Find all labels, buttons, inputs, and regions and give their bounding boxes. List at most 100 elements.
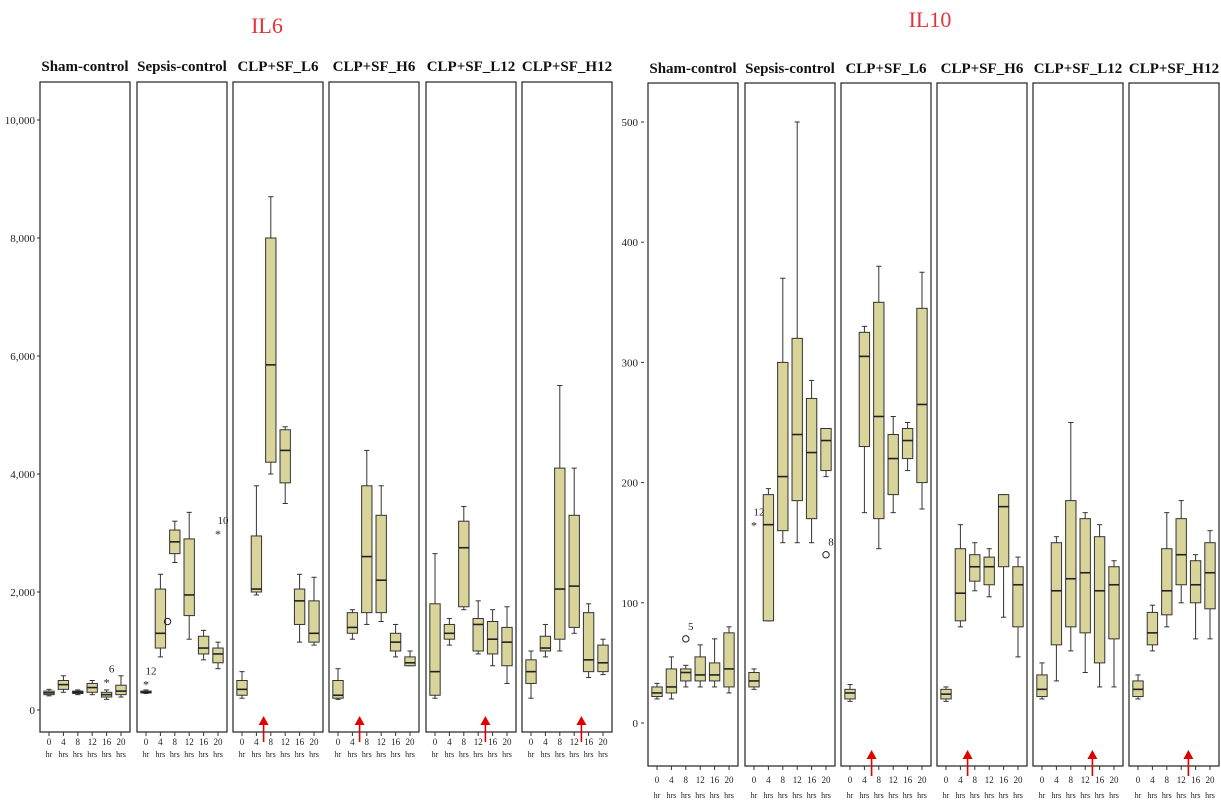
il10-xtick-number: 0 <box>1136 775 1141 785</box>
il10-xtick-number: 16 <box>1095 775 1105 785</box>
il10-box <box>969 542 981 592</box>
il10-xtick-unit: hr <box>751 791 758 800</box>
il6-xtick-unit: hrs <box>266 750 276 759</box>
il6-xtick-unit: hrs <box>391 750 401 759</box>
il6-box <box>140 689 152 694</box>
il6-xtick-unit: hrs <box>73 750 83 759</box>
il10-xtick-number: 12 <box>793 775 802 785</box>
box-iqr <box>983 556 995 586</box>
il10-panel-frame <box>1128 82 1220 767</box>
il6-xtick-number: 16 <box>295 737 305 747</box>
il10-xtick-unit: hrs <box>821 791 831 800</box>
il10-xtick-unit: hrs <box>778 791 788 800</box>
il6-outlier-circle <box>163 617 172 626</box>
il10-panel: CLP+SF_H12 0 hr 4 hrs 8 hrs 12 hrs 16 hrs 20 hrs <box>1128 61 1220 800</box>
il10-xtick-unit: hrs <box>970 791 980 800</box>
il6-ytick-label: 10,000 <box>5 115 36 127</box>
il10-panel-title: Sepsis-control <box>745 61 835 77</box>
il6-box <box>389 623 402 658</box>
il10-box <box>680 664 692 688</box>
il10-box <box>665 656 678 700</box>
il6-treatment-arrow-head <box>354 716 365 725</box>
il6-outlier-star: * <box>215 527 221 541</box>
box-iqr <box>1093 536 1106 664</box>
box-iqr <box>1065 500 1077 628</box>
il6-box <box>404 650 416 667</box>
il10-xtick-number: 20 <box>1110 775 1120 785</box>
il6-xtick-number: 8 <box>173 737 178 747</box>
il10-xtick-unit: hrs <box>1191 791 1201 800</box>
box-iqr <box>361 485 373 614</box>
box-iqr <box>1204 542 1216 610</box>
il10-outlier-label: 5 <box>688 621 694 633</box>
il6-xtick-number: 16 <box>102 737 112 747</box>
box-iqr <box>404 656 416 667</box>
il6-xtick-unit: hrs <box>199 750 209 759</box>
il10-xtick-number: 20 <box>918 775 928 785</box>
il6-xtick-unit: hr <box>432 750 439 759</box>
il10-xtick-number: 8 <box>781 775 786 785</box>
il10-xtick-number: 8 <box>973 775 978 785</box>
box-iqr <box>197 635 210 655</box>
il10-box <box>1093 524 1106 688</box>
il6-xtick-unit: hrs <box>348 750 358 759</box>
il10-xtick-number: 8 <box>1069 775 1074 785</box>
il10-xtick-number: 0 <box>944 775 949 785</box>
il6-panel-title: Sham-control <box>41 59 128 75</box>
il6-panel-title: CLP+SF_H12 <box>522 59 612 75</box>
il6-xtick-number: 20 <box>214 737 224 747</box>
il6-xtick-unit: hrs <box>569 750 579 759</box>
il10-xtick-unit: hrs <box>695 791 705 800</box>
il6-box <box>375 485 387 622</box>
il10-outlier-label: 12 <box>754 507 765 519</box>
il10-panel-title: CLP+SF_L12 <box>1034 61 1123 77</box>
il10-box <box>1146 604 1159 652</box>
il6-xtick-number: 4 <box>158 737 163 747</box>
il10-xtick-number: 4 <box>669 775 674 785</box>
il6-xtick-number: 0 <box>144 737 149 747</box>
il6-xtick-number: 8 <box>269 737 274 747</box>
il10-box <box>1204 530 1216 640</box>
il6-box <box>197 629 210 661</box>
box-iqr <box>265 237 277 463</box>
il10-xtick-number: 20 <box>822 775 832 785</box>
il6-panel-frame <box>39 81 131 733</box>
il6-xtick-unit: hrs <box>87 750 97 759</box>
il6-xtick-unit: hrs <box>170 750 180 759</box>
box-iqr <box>375 514 387 614</box>
il6-box <box>501 606 513 684</box>
il10-xtick-unit: hrs <box>956 791 966 800</box>
box-iqr <box>997 494 1010 568</box>
box-iqr <box>568 514 580 628</box>
box-iqr <box>236 680 248 696</box>
il6-box <box>525 650 537 699</box>
il10-box <box>777 277 789 544</box>
il6-xtick-number: 12 <box>185 737 194 747</box>
box-iqr <box>212 647 224 664</box>
il6-box <box>332 668 344 700</box>
il6-xtick-unit: hrs <box>376 750 386 759</box>
il6-panel-frame <box>425 81 517 733</box>
box-iqr <box>293 588 306 625</box>
il6-box <box>265 196 277 475</box>
box-iqr <box>762 494 775 622</box>
il10-xtick-number: 12 <box>696 775 705 785</box>
box-iqr <box>501 626 513 667</box>
box-iqr <box>820 428 832 472</box>
box-iqr <box>1161 548 1173 616</box>
il6-xtick-unit: hrs <box>116 750 126 759</box>
il6-outlier-label: 6 <box>109 664 115 676</box>
il10-xtick-unit: hrs <box>681 791 691 800</box>
il10-outlier-circle <box>822 551 830 559</box>
il10-box <box>844 684 856 702</box>
il10-ytick-label: 100 <box>622 598 639 610</box>
il6-xtick-unit: hrs <box>598 750 608 759</box>
il10-xtick-number: 0 <box>1040 775 1045 785</box>
il10-ytick-label: 0 <box>633 718 639 730</box>
il6-box <box>72 689 84 696</box>
il10-panel-frame <box>647 82 739 767</box>
il10-xtick-unit: hrs <box>1013 791 1023 800</box>
il6-box <box>443 618 456 646</box>
il6-box <box>86 680 98 696</box>
il6-panel-frame <box>232 81 324 733</box>
